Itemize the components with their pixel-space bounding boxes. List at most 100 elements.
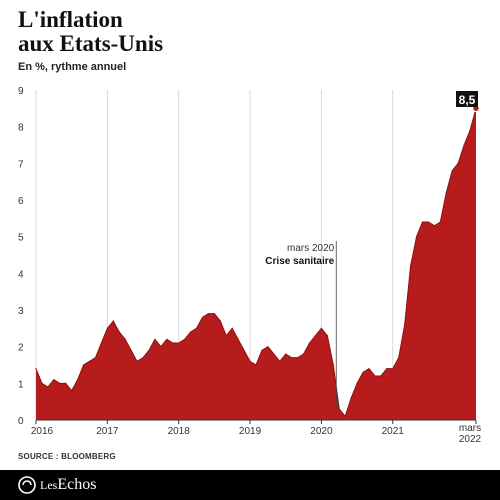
- title-line-1: L'inflation: [18, 7, 123, 32]
- data-point-2020-01: [320, 327, 323, 329]
- data-point-2021-08: [433, 225, 435, 227]
- data-point-2017-10: [160, 346, 162, 348]
- data-point-2016-05: [59, 382, 61, 384]
- data-point-2017-06: [136, 360, 138, 362]
- data-point-2021-09: [439, 221, 441, 223]
- crisis-annotation-date: mars 2020: [287, 243, 335, 254]
- data-point-2019-11: [308, 342, 311, 344]
- x-tick-label-2018: 2018: [168, 426, 191, 437]
- data-point-2022-01: [463, 144, 465, 146]
- data-point-2016-08: [77, 379, 79, 381]
- data-point-2016-11: [94, 357, 97, 359]
- data-point-2020-08: [362, 371, 364, 373]
- les-echos-logo-icon: [18, 476, 36, 494]
- data-point-2019-06: [279, 360, 281, 362]
- end-value-badge-bg: [456, 91, 478, 107]
- data-point-2018-02: [184, 338, 186, 340]
- x-tick-label-2021: 2021: [382, 426, 405, 437]
- data-point-2021-05: [415, 236, 418, 238]
- footer-bar: LesEchos: [0, 470, 500, 500]
- data-point-2020-02: [326, 335, 328, 337]
- data-point-2020-12: [386, 368, 388, 370]
- x-tick-label-2020: 2020: [310, 426, 333, 437]
- data-point-2019-01: [249, 360, 251, 362]
- y-tick-label-8: 8: [18, 123, 24, 134]
- y-tick-label-3: 3: [18, 306, 24, 317]
- data-point-2021-07: [427, 221, 430, 223]
- data-point-2020-05: [344, 415, 346, 417]
- data-point-2020-06: [350, 397, 352, 399]
- x-tick-label-2019: 2019: [239, 426, 262, 437]
- end-value-badge-label: 8,5: [459, 93, 476, 107]
- data-point-2018-04: [195, 327, 198, 329]
- data-point-2016-01: [35, 368, 37, 370]
- data-point-2017-07: [142, 357, 144, 359]
- data-point-2018-03: [189, 331, 192, 333]
- data-point-2016-07: [71, 390, 73, 392]
- chart-subtitle: En %, rythme annuel: [18, 61, 127, 73]
- y-tick-label-5: 5: [18, 233, 24, 244]
- y-tick-label-0: 0: [18, 416, 24, 427]
- data-point-2018-11: [237, 338, 239, 340]
- data-point-2021-01: [392, 368, 394, 370]
- data-point-2021-12: [457, 162, 459, 164]
- data-point-2016-02: [41, 382, 43, 384]
- data-point-2019-02: [255, 364, 257, 366]
- data-point-2017-03: [118, 331, 120, 333]
- data-point-2016-09: [82, 364, 85, 366]
- data-point-2016-12: [100, 342, 103, 344]
- data-point-2017-11: [166, 338, 168, 340]
- y-tick-label-2: 2: [18, 343, 24, 354]
- chart-title: L'inflation aux Etats-Unis: [18, 8, 318, 56]
- data-point-2022-02: [469, 129, 471, 131]
- data-point-2019-09: [297, 357, 299, 359]
- x-tick-label-2016: 2016: [31, 426, 54, 437]
- data-point-2021-06: [421, 221, 424, 223]
- data-point-2020-07: [356, 382, 358, 384]
- data-point-2018-10: [231, 327, 233, 329]
- data-point-2017-12: [172, 342, 174, 344]
- data-point-2019-03: [261, 349, 263, 351]
- y-tick-label-1: 1: [18, 379, 24, 390]
- source-note: SOURCE : BLOOMBERG: [18, 452, 116, 461]
- data-point-2019-12: [314, 335, 317, 337]
- data-point-2017-09: [154, 338, 156, 340]
- title-line-2: aux Etats-Unis: [18, 31, 164, 56]
- data-point-2018-01: [178, 342, 180, 344]
- data-point-2020-10: [374, 375, 376, 377]
- data-point-2020-04: [338, 408, 340, 410]
- data-point-2018-12: [243, 349, 245, 351]
- inflation-area: [36, 108, 476, 420]
- brand-logo-text: LesEchos: [40, 475, 96, 495]
- data-point-2018-09: [225, 335, 227, 337]
- data-point-2018-07: [213, 313, 215, 315]
- data-point-2018-08: [219, 320, 221, 322]
- data-point-2017-04: [124, 338, 126, 340]
- y-tick-label-7: 7: [18, 159, 24, 170]
- data-point-2019-05: [273, 353, 275, 355]
- y-tick-label-6: 6: [18, 196, 24, 207]
- data-point-2019-08: [291, 357, 293, 359]
- data-point-2019-04: [267, 346, 269, 348]
- y-tick-label-9: 9: [18, 86, 24, 97]
- x-tick-label-2017: 2017: [96, 426, 119, 437]
- data-point-2017-08: [148, 349, 150, 351]
- data-point-2016-03: [47, 386, 49, 388]
- data-point-2020-09: [368, 368, 370, 370]
- data-point-2018-06: [207, 313, 210, 315]
- data-point-2021-02: [398, 357, 400, 359]
- data-point-2021-10: [445, 192, 447, 194]
- brand-name: Echos: [57, 476, 97, 493]
- data-point-2021-04: [409, 265, 412, 267]
- data-point-2018-05: [201, 316, 204, 318]
- data-point-2020-11: [380, 375, 382, 377]
- data-point-2016-10: [88, 360, 91, 362]
- data-point-2017-01: [106, 327, 108, 329]
- data-point-2016-04: [53, 379, 55, 381]
- y-tick-label-4: 4: [18, 269, 24, 280]
- brand-prefix: Les: [40, 478, 58, 492]
- data-point-2020-03: [332, 364, 334, 366]
- data-point-2021-03: [404, 324, 406, 326]
- data-point-2017-02: [112, 320, 114, 322]
